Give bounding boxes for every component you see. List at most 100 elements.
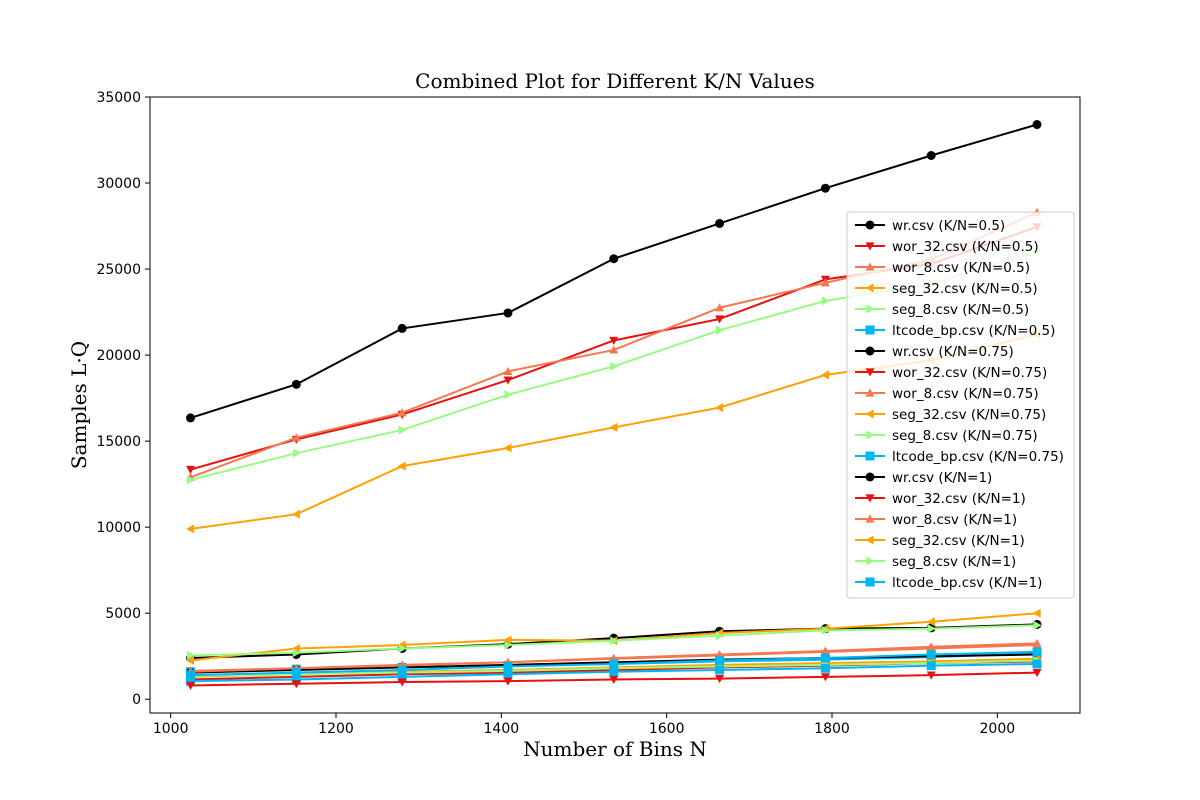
data-point (291, 433, 301, 442)
data-point (1032, 638, 1042, 647)
legend-label: seg_8.csv (K/N=0.5) (892, 302, 1029, 318)
y-tick-label: 30000 (96, 176, 141, 192)
data-point (503, 366, 513, 376)
x-tick-label: 1400 (484, 721, 520, 737)
data-point (927, 624, 936, 634)
legend-entry: wor_32.csv (K/N=0.75) (855, 365, 1047, 381)
legend-label: wr.csv (K/N=0.5) (892, 218, 1005, 234)
plot-frame (149, 96, 1081, 714)
data-point (186, 670, 196, 680)
y-tick-label: 20000 (96, 348, 141, 364)
legend-marker (866, 304, 875, 314)
y-tick-label: 5000 (105, 606, 141, 622)
legend-marker (865, 472, 875, 482)
data-point (504, 640, 513, 650)
y-tick-label: 10000 (96, 520, 141, 536)
data-point (186, 650, 196, 660)
data-point (609, 659, 619, 669)
data-point (820, 663, 830, 673)
legend-marker (865, 220, 875, 230)
x-tick-label: 1800 (814, 721, 850, 737)
legend-label: wor_32.csv (K/N=0.75) (892, 365, 1047, 381)
data-point (926, 642, 936, 651)
legend-entry: ltcode_bp.csv (K/N=0.5) (855, 323, 1055, 339)
legend-entry: wr.csv (K/N=1) (855, 470, 992, 486)
data-point (715, 315, 725, 324)
data-point (715, 325, 725, 335)
legend-marker (865, 577, 875, 587)
legend-marker (865, 242, 875, 251)
data-point (503, 308, 513, 318)
data-point (291, 509, 300, 519)
data-point (504, 390, 513, 400)
legend-label: wor_8.csv (K/N=0.5) (892, 260, 1030, 276)
data-point (503, 662, 513, 672)
data-point (715, 656, 725, 666)
data-point (609, 345, 619, 354)
data-point (291, 379, 301, 389)
legend-entry: seg_32.csv (K/N=0.5) (855, 281, 1038, 297)
data-point (186, 475, 196, 485)
legend-entry: wor_8.csv (K/N=0.5) (855, 260, 1030, 276)
data-point (821, 296, 830, 306)
chart-title: Combined Plot for Different K/N Values (415, 69, 815, 93)
data-point (926, 661, 936, 671)
data-point (609, 675, 619, 684)
legend-label: seg_8.csv (K/N=0.75) (892, 428, 1038, 444)
data-point (397, 408, 407, 417)
legend-label: wor_32.csv (K/N=1) (892, 491, 1026, 507)
data-point (820, 278, 830, 287)
legend-label: wor_8.csv (K/N=1) (892, 512, 1017, 528)
data-point (397, 323, 407, 333)
legend-label: ltcode_bp.csv (K/N=0.5) (892, 323, 1055, 339)
data-point (609, 336, 619, 345)
legend-label: wor_32.csv (K/N=0.5) (892, 239, 1039, 255)
data-point (926, 151, 936, 161)
data-point (1032, 647, 1042, 657)
legend-marker (865, 346, 875, 356)
data-point (503, 669, 513, 679)
data-point (186, 465, 196, 475)
legend-marker (865, 262, 875, 271)
data-point (926, 649, 936, 659)
data-point (609, 422, 618, 432)
y-tick-label: 25000 (96, 262, 141, 278)
data-point (926, 671, 936, 680)
data-point (291, 668, 301, 678)
legend-marker (865, 283, 874, 293)
legend-entry: seg_8.csv (K/N=0.75) (855, 428, 1038, 444)
legend-label: wor_8.csv (K/N=0.75) (892, 386, 1039, 402)
legend-entry: wor_8.csv (K/N=0.75) (855, 386, 1039, 402)
legend-label: seg_8.csv (K/N=1) (892, 554, 1016, 570)
series-13 (186, 668, 1042, 690)
legend-marker (865, 514, 875, 523)
data-point (715, 218, 725, 228)
data-point (186, 413, 196, 423)
legend-marker (865, 451, 875, 461)
legend-label: seg_32.csv (K/N=0.5) (892, 281, 1038, 297)
x-tick-label: 1200 (318, 721, 354, 737)
data-point (397, 678, 407, 687)
legend-entry: wr.csv (K/N=0.5) (855, 218, 1005, 234)
y-tick-label: 15000 (96, 434, 141, 450)
data-point (397, 672, 407, 682)
legend-label: seg_32.csv (K/N=1) (892, 533, 1025, 549)
data-point (1033, 620, 1042, 630)
data-point (397, 461, 406, 471)
legend-marker (866, 556, 875, 566)
data-point (186, 524, 195, 534)
x-tick-label: 2000 (980, 721, 1016, 737)
y-axis-label: Samples L·Q (67, 341, 91, 469)
legend-label: ltcode_bp.csv (K/N=0.75) (892, 449, 1064, 465)
data-point (503, 677, 513, 686)
data-point (398, 643, 407, 653)
legend-entry: wor_8.csv (K/N=1) (855, 512, 1017, 528)
legend-marker (865, 409, 874, 419)
data-point (186, 676, 196, 686)
data-point (503, 376, 513, 385)
data-point (926, 617, 935, 627)
series-17 (186, 647, 1042, 680)
data-point (503, 443, 512, 453)
data-point (715, 674, 725, 684)
